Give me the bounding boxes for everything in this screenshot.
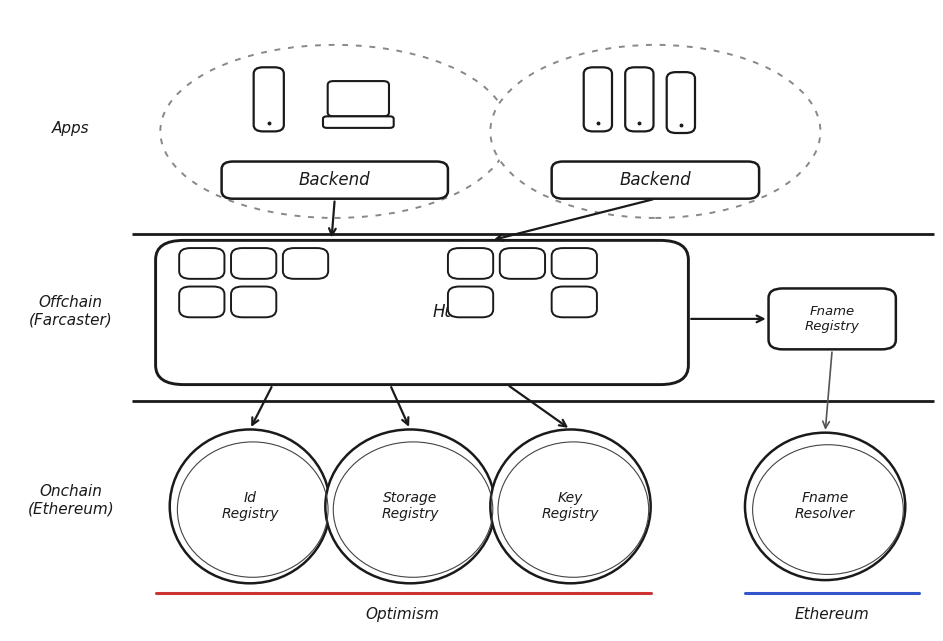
FancyBboxPatch shape bbox=[584, 67, 612, 131]
FancyBboxPatch shape bbox=[323, 117, 394, 128]
FancyBboxPatch shape bbox=[254, 67, 284, 131]
FancyBboxPatch shape bbox=[552, 287, 597, 317]
Text: Apps: Apps bbox=[52, 121, 90, 136]
FancyBboxPatch shape bbox=[625, 67, 653, 131]
Ellipse shape bbox=[170, 429, 330, 583]
Ellipse shape bbox=[745, 433, 905, 580]
Text: Fname
Registry: Fname Registry bbox=[804, 305, 860, 333]
Text: Backend: Backend bbox=[299, 171, 371, 189]
FancyBboxPatch shape bbox=[448, 287, 493, 317]
FancyBboxPatch shape bbox=[283, 248, 328, 279]
Text: Storage
Registry: Storage Registry bbox=[382, 491, 438, 522]
Text: Id
Registry: Id Registry bbox=[222, 491, 278, 522]
Text: Fname
Resolver: Fname Resolver bbox=[795, 491, 855, 522]
FancyBboxPatch shape bbox=[328, 81, 389, 117]
Ellipse shape bbox=[160, 45, 509, 218]
FancyBboxPatch shape bbox=[222, 162, 448, 199]
FancyBboxPatch shape bbox=[448, 248, 493, 279]
Text: Key
Registry: Key Registry bbox=[542, 491, 599, 522]
Text: Optimism: Optimism bbox=[366, 607, 439, 622]
Text: Hubs: Hubs bbox=[433, 303, 475, 322]
Text: Onchain
(Ethereum): Onchain (Ethereum) bbox=[27, 484, 114, 516]
FancyBboxPatch shape bbox=[769, 288, 896, 349]
Ellipse shape bbox=[325, 429, 495, 583]
FancyBboxPatch shape bbox=[552, 248, 597, 279]
FancyBboxPatch shape bbox=[231, 248, 276, 279]
FancyBboxPatch shape bbox=[156, 240, 688, 385]
Ellipse shape bbox=[490, 45, 820, 218]
FancyBboxPatch shape bbox=[179, 287, 224, 317]
Text: Ethereum: Ethereum bbox=[794, 607, 869, 622]
Text: Backend: Backend bbox=[620, 171, 691, 189]
Ellipse shape bbox=[490, 429, 651, 583]
Text: Offchain
(Farcaster): Offchain (Farcaster) bbox=[29, 295, 112, 327]
FancyBboxPatch shape bbox=[231, 287, 276, 317]
FancyBboxPatch shape bbox=[552, 162, 759, 199]
FancyBboxPatch shape bbox=[500, 248, 545, 279]
FancyBboxPatch shape bbox=[667, 72, 695, 133]
FancyBboxPatch shape bbox=[179, 248, 224, 279]
